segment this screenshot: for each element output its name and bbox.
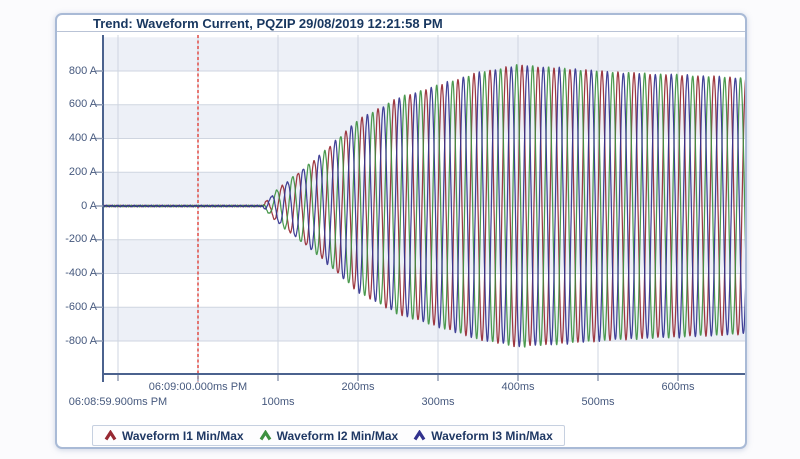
y-tick-label: 200 A (68, 165, 97, 178)
waveforms (103, 64, 745, 348)
x-tick-label: 06:08:59.900ms PM (68, 396, 168, 408)
plot-band (103, 239, 745, 274)
y-tick-label: 600 A (68, 98, 97, 111)
legend-item-3[interactable]: Waveform I3 Min/Max (413, 429, 553, 443)
x-tick-label: 06:09:00.000ms PM (148, 381, 248, 393)
y-tick-label: 0 A (81, 199, 97, 212)
legend-marker-caret-icon (104, 430, 117, 441)
y-tick-label: -200 A (65, 233, 97, 246)
legend-item-label: Waveform I3 Min/Max (431, 428, 553, 443)
x-tick-label: 100ms (261, 396, 295, 408)
y-tick-marks (96, 70, 103, 342)
y-tick-label: 400 A (68, 132, 97, 144)
y-tick-label: -600 A (65, 300, 97, 313)
x-tick-marks (117, 375, 679, 381)
plot-band (103, 37, 745, 71)
legend-item-1[interactable]: Waveform I1 Min/Max (104, 429, 244, 443)
y-tick-label: 800 A (68, 64, 97, 77)
waveform-3-path (103, 65, 745, 348)
chart-plot (96, 35, 745, 382)
x-tick-label: 300ms (421, 396, 455, 408)
legend-marker-caret-icon (413, 430, 426, 441)
y-tick-label: -400 A (65, 267, 97, 279)
legend-box: Waveform I1 Min/Max Waveform I2 Min/Max Wa… (92, 425, 565, 446)
chart-title: Trend: Waveform Current, PQZIP 29/08/201… (57, 15, 745, 32)
x-tick-label: 200ms (341, 381, 375, 393)
trend-chart-window: Trend: Waveform Current, PQZIP 29/08/201… (55, 13, 747, 449)
x-tick-label: 400ms (501, 381, 535, 393)
legend-item-label: Waveform I2 Min/Max (276, 428, 399, 443)
trend-chart-window-content: Trend: Waveform Current, PQZIP 29/08/201… (57, 15, 745, 447)
y-tick-label: -800 A (65, 334, 97, 347)
legend-item-2[interactable]: Waveform I2 Min/Max (259, 428, 399, 443)
legend-item-label: Waveform I1 Min/Max (122, 428, 244, 443)
x-tick-label: 500ms (581, 396, 615, 408)
legend-marker-caret-icon (259, 430, 271, 441)
x-tick-label: 600ms (661, 381, 695, 393)
